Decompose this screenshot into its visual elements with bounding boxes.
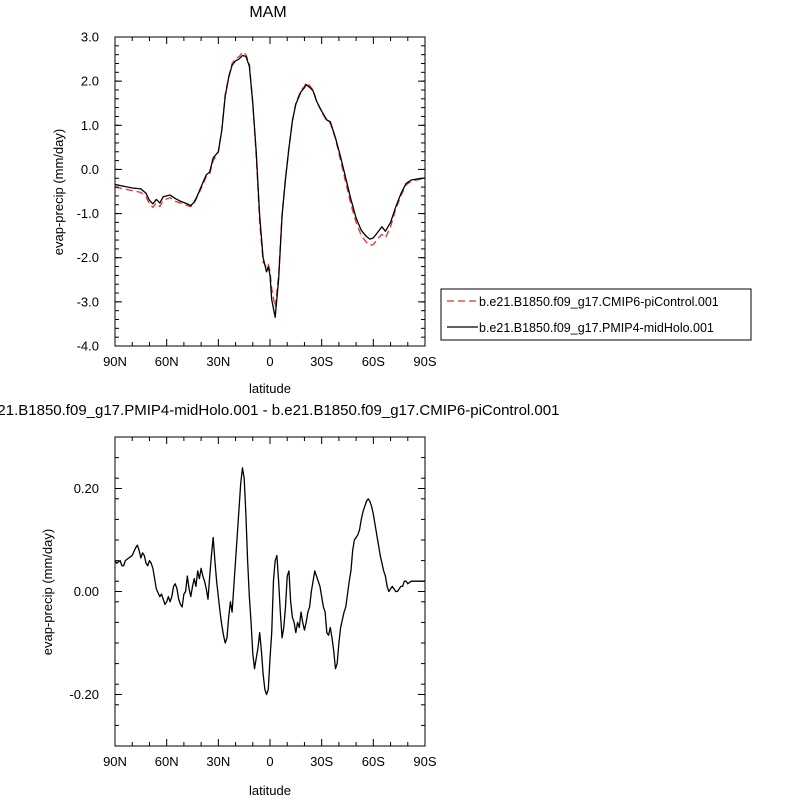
series-layer xyxy=(114,467,425,696)
x-tick-label: 60S xyxy=(362,754,385,769)
y-axis-label: evap-precip (mm/day) xyxy=(40,529,55,655)
plot-frame xyxy=(114,436,426,747)
y-tick-label: -2.0 xyxy=(77,250,99,265)
x-tick-label: 30N xyxy=(206,754,230,769)
x-tick-label: 60N xyxy=(155,354,179,369)
x-tick-label: 0 xyxy=(266,354,273,369)
y-tick-label: 3.0 xyxy=(81,30,99,45)
legend: b.e21.B1850.f09_g17.CMIP6-piControl.001 … xyxy=(440,288,752,341)
series-line xyxy=(114,54,425,318)
series-line xyxy=(114,467,425,696)
y-tick-label: 0.0 xyxy=(81,162,99,177)
y-tick-label: -4.0 xyxy=(77,339,99,354)
x-axis-label: latitude xyxy=(249,783,291,798)
x-tick-label: 30N xyxy=(206,354,230,369)
chart-panel-bottom: b.e21.B1850.f09_g17.PMIP4-midHolo.001 - … xyxy=(0,402,559,798)
chart-title: MAM xyxy=(249,4,286,21)
y-tick-label: 1.0 xyxy=(81,118,99,133)
series-line xyxy=(114,51,425,308)
x-tick-label: 90N xyxy=(103,754,127,769)
y-tick-label: 0.20 xyxy=(74,481,99,496)
chart-title: b.e21.B1850.f09_g17.PMIP4-midHolo.001 - … xyxy=(0,402,559,419)
y-tick-label: 2.0 xyxy=(81,74,99,89)
axes: 90N 60N 30N 0 30S 60S 90S 3.0 2.0 1.0 0.0 -1.0 -2.0 -… xyxy=(77,30,437,370)
chart-panel-top: MAM 90N 60N 30N 0 30S 60S 90S 3.0 2.0 1.0 0.0 -1.0 -… xyxy=(51,4,752,396)
axes: 90N 60N 30N 0 30S 60S 90S 0.20 0.00 -0.20 xyxy=(69,436,437,769)
y-tick-label: -0.20 xyxy=(69,687,99,702)
x-tick-label: 30S xyxy=(310,354,333,369)
x-tick-label: 30S xyxy=(310,754,333,769)
x-tick-label: 0 xyxy=(266,754,273,769)
y-tick-label: 0.00 xyxy=(74,584,99,599)
y-tick-label: -1.0 xyxy=(77,206,99,221)
y-axis-label: evap-precip (mm/day) xyxy=(51,129,66,255)
plot-frame xyxy=(114,36,426,347)
y-tick-label: -3.0 xyxy=(77,294,99,309)
x-tick-label: 60S xyxy=(362,354,385,369)
x-axis-label: latitude xyxy=(249,381,291,396)
series-layer xyxy=(114,51,425,318)
x-tick-label: 90S xyxy=(413,354,436,369)
legend-box xyxy=(440,288,752,341)
legend-label-midholo: b.e21.B1850.f09_g17.PMIP4-midHolo.001 xyxy=(479,321,714,335)
legend-label-picontrol: b.e21.B1850.f09_g17.CMIP6-piControl.001 xyxy=(479,295,719,309)
x-tick-label: 90N xyxy=(103,354,127,369)
x-tick-label: 90S xyxy=(413,754,436,769)
x-tick-label: 60N xyxy=(155,754,179,769)
